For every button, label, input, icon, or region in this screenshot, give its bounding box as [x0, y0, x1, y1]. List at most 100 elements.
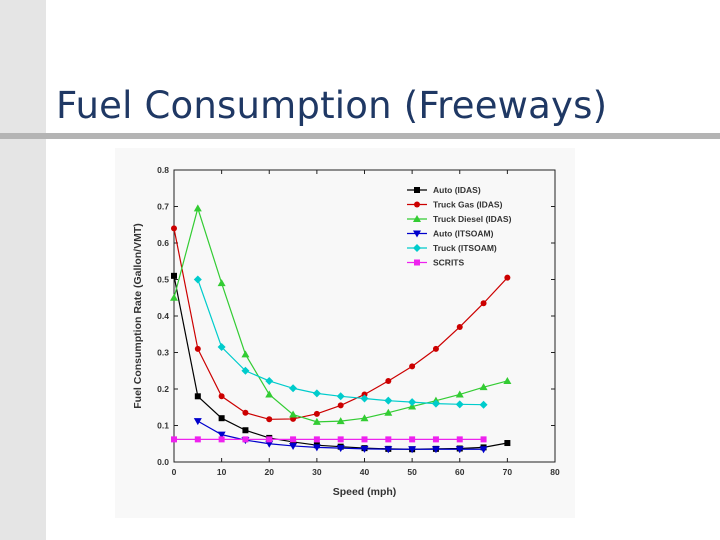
x-tick-label: 20	[265, 467, 275, 477]
series-0	[171, 272, 511, 453]
series-1	[171, 225, 511, 423]
data-point	[360, 394, 369, 403]
legend-marker	[414, 187, 420, 193]
chart-panel: 0 10 20 30 40 50 60 70 80 0.0 0.1 0.2 0.3 0.4 0.5 0.6 0.…	[115, 148, 575, 518]
legend-label: Truck Gas (IDAS)	[433, 200, 503, 210]
data-point	[170, 293, 178, 301]
y-tick-label: 0.0	[157, 457, 169, 467]
y-tick-label: 0.3	[157, 348, 169, 358]
y-tick-label: 0.4	[157, 311, 169, 321]
data-point	[266, 436, 273, 443]
y-tick-label: 0.8	[157, 165, 169, 175]
data-point	[384, 396, 393, 405]
data-point	[265, 440, 274, 448]
data-point	[218, 436, 225, 443]
x-tick-label: 50	[407, 467, 417, 477]
data-point	[336, 417, 345, 425]
legend-marker	[414, 201, 420, 208]
legend-label: Auto (IDAS)	[433, 185, 481, 195]
slide-side-bar	[0, 0, 46, 540]
data-point	[456, 436, 463, 443]
data-point	[218, 393, 225, 400]
data-point	[194, 393, 201, 400]
legend-label: Truck (ITSOAM)	[433, 243, 497, 253]
data-point	[217, 343, 226, 352]
data-point	[361, 391, 368, 398]
data-point	[361, 436, 368, 443]
slide-title: Fuel Consumption (Freeways)	[56, 84, 608, 127]
series-line	[197, 279, 484, 406]
data-point	[431, 399, 440, 408]
legend-label: Auto (ITSOAM)	[433, 229, 494, 239]
y-axis-label: Fuel Consumption Rate (Gallon/VMT)	[132, 223, 144, 409]
data-point	[360, 414, 369, 422]
data-point	[171, 225, 177, 232]
legend-marker	[414, 259, 420, 266]
x-tick-label: 60	[455, 467, 465, 477]
data-point	[265, 376, 274, 385]
x-axis-label: Speed (mph)	[333, 486, 397, 498]
data-point	[409, 363, 416, 370]
data-point	[480, 300, 487, 307]
data-point	[408, 446, 417, 454]
data-point	[455, 390, 464, 398]
data-point	[503, 376, 512, 384]
data-point	[194, 436, 201, 443]
data-point	[171, 272, 177, 279]
x-tick-label: 10	[217, 467, 227, 477]
data-point	[171, 436, 177, 443]
x-tick-label: 80	[550, 467, 560, 477]
x-tick-label: 40	[360, 467, 370, 477]
data-point	[337, 402, 344, 409]
legend-marker	[413, 215, 421, 222]
data-point	[312, 389, 321, 398]
series-4	[193, 275, 488, 409]
data-point	[360, 445, 369, 453]
data-point	[432, 436, 439, 443]
y-tick-label: 0.1	[157, 421, 169, 431]
fuel-consumption-chart: 0 10 20 30 40 50 60 70 80 0.0 0.1 0.2 0.3 0.4 0.5 0.6 0.…	[132, 165, 560, 498]
data-point	[312, 444, 321, 452]
data-point	[266, 416, 273, 423]
legend-marker	[413, 244, 421, 252]
data-point	[504, 440, 511, 447]
data-point	[384, 446, 393, 454]
legend-label: SCRITS	[433, 258, 465, 268]
data-point	[289, 384, 298, 393]
data-point	[312, 417, 321, 425]
data-point	[385, 377, 392, 384]
legend-label: Truck Diesel (IDAS)	[433, 214, 512, 224]
data-point	[313, 436, 320, 443]
x-tick-label: 70	[503, 467, 513, 477]
title-divider	[0, 133, 720, 139]
x-tick-label: 0	[172, 467, 177, 477]
data-point	[431, 446, 440, 454]
data-point	[242, 409, 249, 416]
data-point	[193, 204, 202, 212]
data-point	[265, 390, 274, 398]
data-point	[242, 427, 249, 434]
x-tick-label: 30	[312, 467, 322, 477]
data-point	[289, 442, 298, 450]
data-point	[336, 392, 345, 401]
data-point	[193, 418, 202, 426]
data-point	[217, 279, 226, 287]
data-point	[479, 383, 488, 391]
data-point	[456, 323, 463, 330]
data-point	[336, 445, 345, 453]
data-point	[193, 275, 202, 284]
data-point	[432, 345, 439, 352]
data-point	[194, 345, 201, 352]
data-point	[385, 436, 392, 443]
y-tick-label: 0.6	[157, 238, 169, 248]
data-point	[479, 400, 488, 409]
data-point	[241, 366, 250, 375]
data-point	[479, 446, 488, 454]
data-point	[504, 274, 511, 281]
data-point	[313, 410, 320, 417]
data-point	[241, 350, 250, 358]
data-point	[218, 415, 225, 422]
series-2	[170, 204, 512, 425]
series-5	[171, 436, 487, 443]
data-point	[455, 446, 464, 454]
